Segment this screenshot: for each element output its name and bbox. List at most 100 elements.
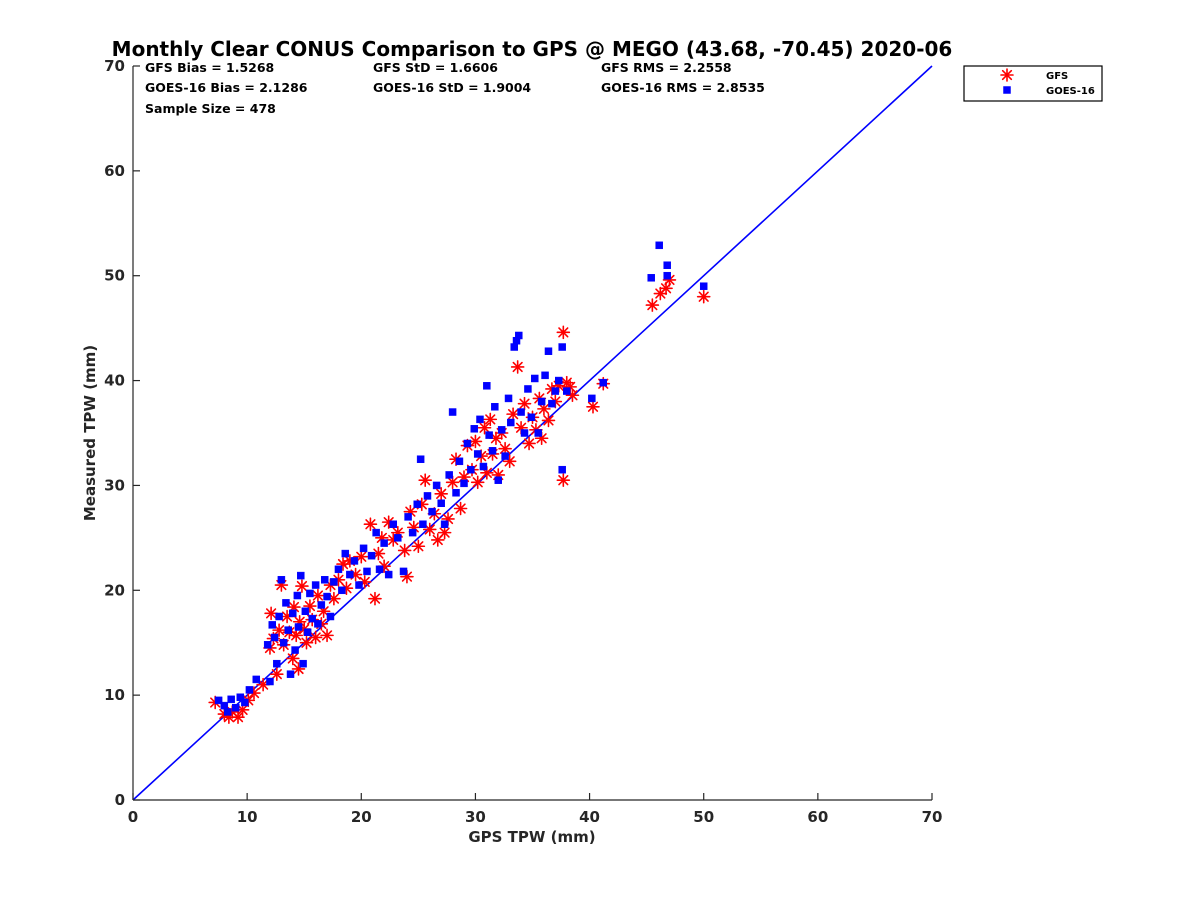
goes16-point bbox=[476, 415, 484, 424]
axis-ticks-layer: 0 10 20 30 40 50 60 70 0 10 20 30 40 50 60 70 bbox=[104, 57, 942, 826]
gfs-point bbox=[272, 623, 286, 637]
gfs-point bbox=[510, 360, 525, 374]
gfs-point bbox=[308, 630, 323, 645]
goes16-point bbox=[488, 447, 497, 455]
goes16-point bbox=[483, 382, 491, 390]
goes16-point bbox=[504, 394, 513, 403]
gfs-point bbox=[231, 710, 245, 724]
goes16-point bbox=[289, 609, 297, 618]
goes16-point bbox=[399, 567, 408, 576]
goes16-point bbox=[408, 528, 417, 537]
goes16-point bbox=[562, 387, 571, 395]
goes16-point bbox=[263, 641, 272, 649]
gfs-point bbox=[354, 549, 369, 564]
gfs-point bbox=[295, 579, 309, 593]
goes16-point bbox=[534, 429, 542, 437]
x-tick-label: 70 bbox=[922, 808, 943, 826]
gfs-point bbox=[411, 539, 426, 554]
goes16-point bbox=[423, 492, 432, 500]
gfs-point bbox=[311, 588, 325, 603]
goes16-point bbox=[555, 376, 563, 385]
gfs-std-stat: GFS StD = 1.6606 bbox=[373, 60, 498, 75]
goes16-point bbox=[273, 659, 281, 668]
goes16-point bbox=[527, 413, 536, 422]
goes16-point bbox=[303, 628, 312, 636]
goes16-point bbox=[663, 261, 671, 269]
y-tick-label: 10 bbox=[104, 686, 125, 704]
gfs-point bbox=[468, 434, 483, 449]
goes16-point bbox=[266, 677, 274, 686]
goes16-point bbox=[663, 271, 671, 280]
goes16-point bbox=[279, 638, 288, 647]
goes16-point bbox=[467, 465, 475, 474]
goes16-point bbox=[220, 701, 229, 710]
goes16-point bbox=[699, 282, 708, 290]
goes16-point bbox=[394, 534, 402, 542]
sample-size-stat: Sample Size = 478 bbox=[145, 101, 276, 116]
goes16-point bbox=[437, 499, 445, 508]
goes16-point bbox=[268, 621, 277, 629]
goes16-point bbox=[558, 465, 566, 474]
gfs-point bbox=[270, 667, 284, 681]
chart-title: Monthly Clear CONUS Comparison to GPS @ … bbox=[112, 37, 953, 61]
x-tick-label: 50 bbox=[693, 808, 714, 826]
gfs-point bbox=[541, 413, 556, 428]
gfs-point bbox=[363, 517, 378, 532]
goes16-point bbox=[330, 578, 338, 586]
goes16-point bbox=[404, 513, 412, 521]
goes16-point bbox=[599, 378, 608, 387]
legend-goes16-marker bbox=[1003, 86, 1011, 94]
goes-bias-stat: GOES-16 Bias = 2.1286 bbox=[145, 80, 308, 95]
gfs-point bbox=[434, 487, 448, 501]
gfs-point bbox=[264, 606, 278, 621]
goes16-point bbox=[306, 589, 314, 598]
gfs-point bbox=[653, 286, 668, 301]
goes16-point bbox=[470, 425, 479, 433]
goes16-point bbox=[541, 371, 549, 380]
gfs-rms-stat: GFS RMS = 2.2558 bbox=[601, 60, 732, 75]
goes16-point bbox=[413, 500, 421, 509]
gfs-bias-stat: GFS Bias = 1.5268 bbox=[145, 60, 274, 75]
gfs-point bbox=[289, 628, 304, 643]
goes16-point bbox=[359, 544, 368, 553]
goes16-point bbox=[416, 455, 425, 463]
legend-box bbox=[963, 65, 1103, 102]
gfs-point bbox=[285, 651, 300, 666]
goes16-point bbox=[389, 520, 397, 528]
goes16-point bbox=[448, 408, 457, 416]
goes16-point bbox=[363, 567, 371, 576]
goes16-point bbox=[355, 581, 363, 589]
goes16-point bbox=[419, 520, 427, 528]
goes16-point bbox=[588, 394, 596, 403]
goes16-point bbox=[380, 539, 388, 547]
y-tick-label: 20 bbox=[104, 581, 125, 599]
goes16-point bbox=[494, 476, 503, 484]
legend-gfs-marker bbox=[1000, 68, 1014, 82]
legend: GFS GOES-16 bbox=[963, 65, 1103, 102]
x-tick-label: 30 bbox=[465, 808, 486, 826]
goes16-point bbox=[252, 675, 261, 684]
legend-goes16-label: GOES-16 bbox=[1046, 86, 1095, 97]
data-points-layer bbox=[208, 241, 711, 724]
goes16-point bbox=[497, 426, 506, 434]
goes16-point bbox=[372, 528, 380, 537]
gfs-point bbox=[477, 420, 492, 435]
goes16-point bbox=[223, 708, 232, 716]
goes16-point bbox=[286, 670, 295, 678]
legend-gfs-label: GFS bbox=[1046, 71, 1068, 82]
gfs-point bbox=[299, 635, 314, 650]
goes16-point bbox=[334, 565, 343, 574]
goes16-point bbox=[245, 686, 254, 694]
goes16-point bbox=[432, 481, 441, 490]
gfs-point bbox=[437, 525, 452, 540]
y-tick-label: 0 bbox=[115, 791, 125, 809]
goes16-point bbox=[301, 607, 310, 616]
x-tick-label: 0 bbox=[128, 808, 138, 826]
goes16-point bbox=[317, 601, 326, 609]
goes16-point bbox=[346, 570, 354, 579]
goes16-point bbox=[544, 347, 553, 355]
goes16-point bbox=[321, 576, 329, 584]
goes16-point bbox=[294, 623, 303, 631]
goes16-point bbox=[314, 620, 322, 628]
